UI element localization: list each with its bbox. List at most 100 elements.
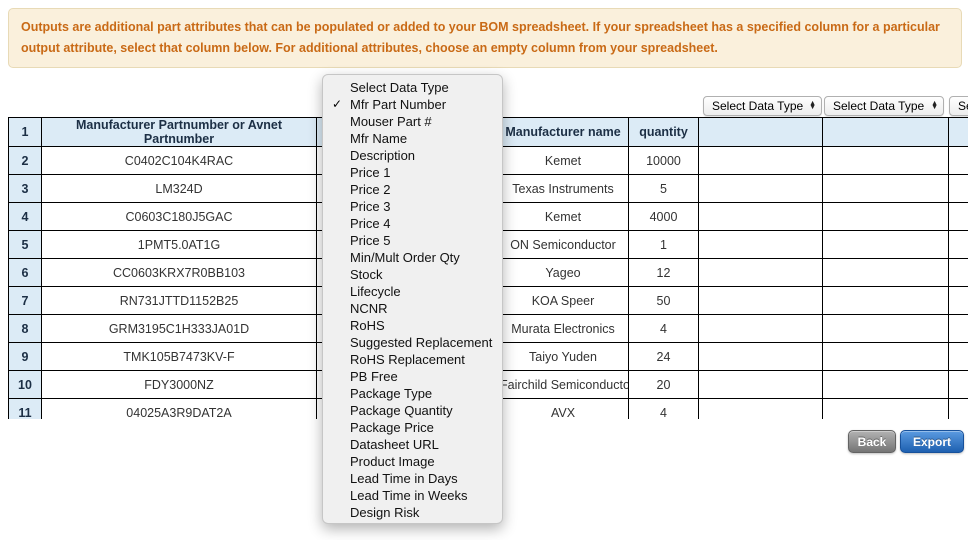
menu-item[interactable]: PB Free [323,368,502,385]
output-column-select-1[interactable]: Select Data Type ▲ ▼ [703,96,822,116]
menu-item-label: Mfr Part Number [350,97,447,112]
menu-item[interactable]: NCNR [323,300,502,317]
menu-item-label: Price 4 [350,216,391,231]
output-column-cell [948,146,968,175]
partnumber-cell: C0402C104K4RAC [41,146,317,175]
select-value: Select Data Type [712,99,804,113]
output-column-cell [948,174,968,203]
output-column-select-2[interactable]: Select Data Type ▲ ▼ [824,96,944,116]
menu-item[interactable]: Suggested Replacement [323,334,502,351]
quantity-cell: 12 [628,258,699,287]
menu-item[interactable]: Description [323,147,502,164]
column-header-cell: quantity [628,117,699,147]
quantity-cell: 1 [628,230,699,259]
menu-item[interactable]: Price 3 [323,198,502,215]
output-column-cell [948,342,968,371]
menu-item[interactable]: Product Image [323,453,502,470]
quantity-cell: 4 [628,314,699,343]
row-number-cell: 1 [8,117,42,147]
menu-item[interactable]: Stock [323,266,502,283]
menu-item[interactable]: RoHS [323,317,502,334]
output-column-cell [698,146,823,175]
menu-item-label: PB Free [350,369,398,384]
menu-item-label: RoHS [350,318,385,333]
menu-item[interactable]: Mfr Name [323,130,502,147]
output-column-select-3[interactable]: Select Data Type ▲▼ [949,96,968,116]
menu-item-label: Select Data Type [350,80,449,95]
output-column-cell [948,258,968,287]
menu-item[interactable]: Select Data Type [323,79,502,96]
outputs-info-banner: Outputs are additional part attributes t… [8,8,962,69]
row-number-cell: 7 [8,286,42,315]
menu-item[interactable]: Package Quantity [323,402,502,419]
output-column-cell [698,258,823,287]
manufacturer-cell: Murata Electronics [497,314,629,343]
output-column-cell [698,398,823,419]
menu-item[interactable]: Package Type [323,385,502,402]
menu-item-label: Price 3 [350,199,391,214]
menu-item-label: Price 5 [350,233,391,248]
row-number-cell: 3 [8,174,42,203]
menu-item[interactable]: Price 1 [323,164,502,181]
menu-item[interactable]: Package Price [323,419,502,436]
menu-item-label: Package Type [350,386,433,401]
output-column-cell [822,202,949,231]
menu-item-label: Stock [350,267,383,282]
manufacturer-cell: Kemet [497,146,629,175]
menu-item-label: Product Image [350,454,435,469]
manufacturer-cell: ON Semiconductor [497,230,629,259]
checkmark-icon: ✓ [332,97,343,111]
output-column-cell [698,230,823,259]
export-button[interactable]: Export [900,430,964,453]
output-column-cell [948,314,968,343]
row-number-cell: 9 [8,342,42,371]
output-column-cell [822,258,949,287]
menu-item-label: Lead Time in Days [350,471,458,486]
menu-item-label: Mfr Name [350,131,408,146]
menu-item[interactable]: Price 4 [323,215,502,232]
quantity-cell: 4000 [628,202,699,231]
menu-item[interactable]: Mouser Part # [323,113,502,130]
menu-item[interactable]: Min/Mult Order Qty [323,249,502,266]
menu-item[interactable]: Lead Time in Weeks [323,487,502,504]
menu-item[interactable]: ✓ Mfr Part Number [323,96,502,113]
menu-item[interactable]: Price 5 [323,232,502,249]
output-column-cell [948,202,968,231]
menu-item-label: Mouser Part # [350,114,432,129]
table-row: 7 RN731JTTD1152B25 KOA Speer 50 [8,286,968,315]
manufacturer-cell: Fairchild Semiconductor [497,370,629,399]
partnumber-cell: TMK105B7473KV-F [41,342,317,371]
back-button[interactable]: Back [848,430,896,453]
menu-item-label: Package Quantity [350,403,453,418]
row-number-cell: 10 [8,370,42,399]
column-header-cell: Manufacturer name [497,117,629,147]
output-column-cell [698,342,823,371]
menu-item[interactable]: Design Risk [323,504,502,521]
manufacturer-cell: KOA Speer [497,286,629,315]
row-number-cell: 6 [8,258,42,287]
menu-item-label: NCNR [350,301,388,316]
output-column-cell [698,286,823,315]
menu-item[interactable]: Lifecycle [323,283,502,300]
menu-item[interactable]: Lead Time in Days [323,470,502,487]
output-column-cell [698,314,823,343]
column-header-cell [822,117,949,147]
select-arrows-icon: ▲ ▼ [809,100,817,111]
manufacturer-cell: Taiyo Yuden [497,342,629,371]
menu-item-label: Price 2 [350,182,391,197]
manufacturer-cell: Texas Instruments [497,174,629,203]
partnumber-cell: C0603C180J5GAC [41,202,317,231]
menu-item[interactable]: RoHS Replacement [323,351,502,368]
select-arrows-icon: ▲ ▼ [931,100,938,111]
menu-item[interactable]: Datasheet URL [323,436,502,453]
output-column-cell [822,174,949,203]
quantity-cell: 5 [628,174,699,203]
partnumber-cell: 04025A3R9DAT2A [41,398,317,419]
menu-item-label: Datasheet URL [350,437,439,452]
partnumber-cell: FDY3000NZ [41,370,317,399]
menu-item[interactable]: Price 2 [323,181,502,198]
output-column-cell [948,230,968,259]
partnumber-cell: GRM3195C1H333JA01D [41,314,317,343]
output-column-cell [822,398,949,419]
output-column-cell [822,146,949,175]
